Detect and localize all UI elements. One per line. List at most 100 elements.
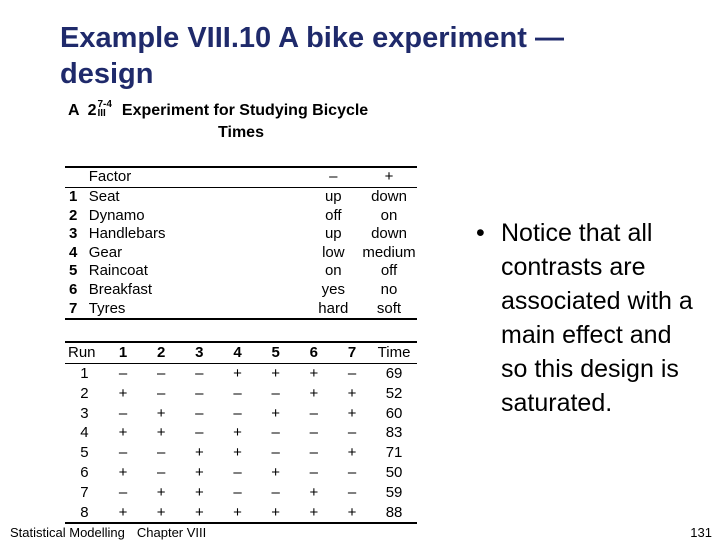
factor-level-cell: –: [271, 384, 280, 402]
factor-level-cell: +: [233, 365, 242, 382]
factor-num: 5: [69, 262, 78, 280]
caption-prefix: A: [68, 102, 80, 119]
design-header-factor-2: 2: [142, 341, 181, 364]
time-value: 69: [385, 365, 403, 382]
time-value: 52: [385, 384, 403, 402]
factor-row: 4 Gear low medium: [65, 244, 417, 263]
factor-row: 2 Dynamo off on: [65, 207, 417, 226]
factor-num: 4: [69, 243, 78, 261]
factor-level-cell: –: [347, 365, 357, 382]
factor-level-cell: +: [218, 502, 257, 525]
design-header-factor-4: 4: [218, 341, 257, 364]
factor-level-cell: –: [118, 444, 128, 462]
factor-name: Gear: [88, 243, 123, 261]
design-row: 3 – + – – + – +60: [65, 404, 417, 424]
factor-minus-level: on: [324, 262, 342, 280]
design-header-factor-5: 5: [256, 341, 295, 364]
time-value: 59: [385, 483, 403, 501]
factor-level-cell: –: [271, 444, 280, 462]
factor-level-cell: –: [156, 384, 166, 402]
design-row: 1 – – – + + + – 69: [65, 364, 417, 384]
factor-row: 6 Breakfast yes no: [65, 281, 417, 300]
factor-num: 1: [69, 188, 78, 205]
run-number: 5: [80, 444, 89, 462]
time-value: 50: [385, 463, 403, 481]
factor-level-cell: +: [233, 444, 242, 462]
factor-name: Seat: [88, 188, 120, 205]
caption-title: Experiment for Studying Bicycle: [121, 102, 369, 119]
time-value: 71: [385, 444, 403, 462]
design-subscript: III: [97, 108, 106, 119]
factor-num: 3: [69, 225, 78, 243]
run-number: 7: [80, 483, 89, 501]
factor-level-cell: +: [332, 502, 372, 525]
factor-name: Raincoat: [88, 262, 148, 280]
factor-num: 2: [69, 206, 78, 224]
design-header-factor-6: 6: [294, 341, 333, 364]
figure-caption: A 2 7-4 III Experiment for Studying Bicy…: [68, 100, 428, 144]
caption-title-line2: Times: [218, 124, 264, 141]
footer-course: Statistical Modelling: [10, 525, 125, 540]
factor-name: Tyres: [88, 299, 306, 321]
factor-header-minus: –: [305, 166, 362, 188]
design-header-run: Run: [65, 341, 104, 364]
factor-minus-level: up: [324, 188, 342, 205]
factor-level-cell: +: [194, 483, 204, 501]
factor-level-cell: +: [156, 483, 166, 501]
factor-level-cell: –: [233, 404, 242, 422]
factor-row: 7 Tyres hard soft: [65, 299, 417, 321]
factor-level-cell: +: [271, 463, 281, 481]
factor-name: Handlebars: [88, 225, 166, 243]
factor-level-cell: –: [195, 384, 204, 402]
design-row: 6 + – + – + – – 50: [65, 463, 417, 483]
factor-level-cell: +: [118, 463, 128, 481]
run-number: 4: [80, 424, 89, 442]
factor-level-cell: –: [347, 424, 357, 442]
factor-num: 7: [65, 299, 89, 321]
design-row: 2 + – – – – + +52: [65, 384, 417, 404]
footer-left: Statistical Modelling Chapter VIII: [10, 525, 206, 540]
factor-level-cell: –: [195, 365, 204, 382]
factor-plus-level: medium: [362, 243, 416, 261]
factor-level-cell: +: [294, 502, 333, 525]
design-header-factor-7: 7: [332, 341, 372, 364]
factor-level-cell: +: [309, 384, 319, 402]
factor-level-cell: –: [233, 384, 242, 402]
factor-minus-level: off: [325, 206, 342, 224]
factor-table: Factor – + 1 Seat up down 2 Dynamo off on 3 Handl…: [65, 166, 417, 321]
factor-level-cell: –: [271, 424, 280, 442]
factor-level-cell: +: [309, 365, 319, 382]
time-value: 60: [385, 404, 403, 422]
bullet-marker: •: [476, 219, 485, 247]
factor-level-cell: –: [118, 483, 128, 501]
factor-minus-level: hard: [305, 299, 362, 321]
factor-row: 5 Raincoat on off: [65, 262, 417, 281]
design-header-factor-1: 1: [103, 341, 143, 364]
factor-plus-level: soft: [361, 299, 417, 321]
factor-level-cell: –: [309, 424, 319, 442]
factor-level-cell: +: [233, 424, 242, 442]
slide-title: Example VIII.10 A bike experiment — desi…: [60, 22, 564, 90]
design-base: 2: [87, 102, 97, 119]
factor-level-cell: –: [271, 483, 280, 501]
factor-num: 6: [69, 280, 78, 298]
factor-level-cell: +: [194, 444, 204, 462]
factor-level-cell: +: [118, 384, 128, 402]
factor-row: 3 Handlebars up down: [65, 225, 417, 244]
factor-minus-level: up: [324, 225, 342, 243]
factor-level-cell: –: [347, 463, 357, 481]
factor-plus-level: down: [371, 188, 407, 205]
factor-level-cell: +: [347, 444, 357, 462]
factor-plus-level: on: [380, 206, 398, 224]
factor-level-cell: +: [118, 424, 128, 442]
factor-level-cell: +: [156, 424, 166, 442]
factor-level-cell: –: [118, 404, 128, 422]
factor-header-name: Factor: [88, 166, 306, 188]
factor-plus-level: down: [371, 225, 407, 243]
factor-level-cell: –: [309, 463, 319, 481]
design-row: 5 – – + + – – +71: [65, 443, 417, 463]
factor-level-cell: +: [347, 404, 357, 422]
factor-level-cell: –: [233, 483, 242, 501]
run-number: 8: [65, 502, 104, 525]
factor-level-cell: +: [256, 502, 295, 525]
